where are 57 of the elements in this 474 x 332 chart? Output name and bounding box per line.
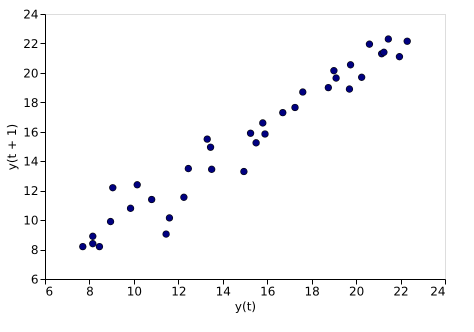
x-tick-label: 14 — [216, 284, 231, 298]
point — [184, 164, 192, 172]
x-axis-title: y(t) — [234, 300, 256, 314]
x-tick-label: 6 — [46, 284, 54, 298]
point — [259, 119, 266, 127]
y-tick-label: 18 — [23, 96, 38, 110]
x-tick-label: 12 — [171, 284, 186, 298]
point — [279, 108, 286, 116]
point — [166, 214, 174, 222]
point — [299, 88, 306, 96]
x-tick-label: 10 — [126, 284, 142, 298]
point — [330, 67, 338, 74]
y-tick-label: 8 — [30, 243, 38, 258]
y-tick-label: 10 — [23, 214, 38, 228]
point — [180, 194, 188, 201]
point — [89, 232, 96, 240]
y-tick-label: 12 — [23, 184, 38, 198]
point — [291, 104, 299, 112]
point — [204, 135, 211, 143]
point — [384, 35, 392, 43]
point — [162, 230, 170, 238]
point — [106, 218, 114, 226]
point — [252, 139, 260, 146]
point — [332, 74, 340, 82]
point — [346, 61, 354, 68]
point — [380, 48, 388, 56]
point — [358, 74, 366, 81]
x-tick-label: 8 — [86, 284, 94, 298]
point — [366, 40, 374, 48]
point — [206, 144, 214, 151]
x-tick-label: 16 — [260, 284, 276, 298]
point — [396, 53, 404, 60]
point — [79, 242, 86, 250]
point — [148, 196, 156, 204]
y-tick-label: 20 — [23, 66, 38, 80]
point — [404, 38, 411, 45]
point — [208, 166, 216, 173]
y-axis-title: y(t + 1) — [5, 124, 20, 170]
x-tick-label: 18 — [304, 284, 320, 298]
y-tick-label: 14 — [23, 154, 38, 169]
point — [246, 130, 254, 137]
point — [261, 130, 269, 138]
y-tick-label: 24 — [23, 8, 38, 22]
point — [96, 242, 104, 250]
y-tick-label: 16 — [23, 125, 38, 140]
x-tick-label: 24 — [430, 284, 446, 298]
y-tick-label: 6 — [30, 272, 38, 286]
point — [240, 168, 248, 176]
point — [324, 84, 332, 92]
x-tick-label: 20 — [348, 284, 364, 298]
point — [134, 181, 141, 188]
point — [346, 85, 354, 93]
x-tick-label: 22 — [393, 284, 409, 298]
y-tick-label: 22 — [23, 36, 38, 51]
point — [109, 184, 116, 192]
point — [89, 240, 96, 248]
point — [126, 204, 134, 212]
